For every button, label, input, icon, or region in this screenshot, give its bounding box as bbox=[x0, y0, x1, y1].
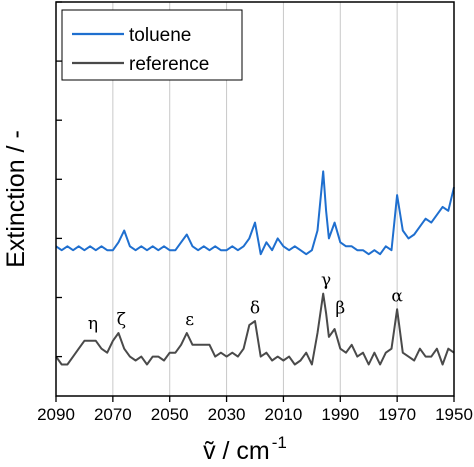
peak-label-4: γ bbox=[321, 271, 331, 291]
series-line-toluene bbox=[55, 170, 455, 256]
x-tick-label-2030: 2030 bbox=[208, 405, 246, 424]
legend-label-reference: reference bbox=[129, 54, 209, 75]
x-tick-label-2090: 2090 bbox=[37, 405, 75, 424]
x-axis-title: ṽ / cm -1 bbox=[203, 433, 287, 465]
x-tick-label-2010: 2010 bbox=[265, 405, 303, 424]
x-axis-title-sup: -1 bbox=[272, 433, 287, 452]
y-axis-title: Extinction / - bbox=[2, 130, 30, 268]
x-tick-label-2070: 2070 bbox=[94, 405, 132, 424]
series-layer bbox=[55, 170, 455, 366]
x-axis-ticks: 2090 2070 2050 2030 2010 1990 1970 1950 bbox=[37, 396, 473, 424]
legend-label-toluene: toluene bbox=[129, 25, 191, 46]
peak-label-5: β bbox=[335, 298, 345, 318]
peak-annotations: η ζ ε δ γβ α bbox=[88, 271, 404, 334]
x-tick-label-2050: 2050 bbox=[151, 405, 189, 424]
x-tick-label-1950: 1950 bbox=[435, 405, 473, 424]
series-line-reference bbox=[55, 292, 455, 366]
x-tick-label-1990: 1990 bbox=[321, 405, 359, 424]
peak-label-0: η bbox=[88, 314, 98, 334]
x-tick-label-1970: 1970 bbox=[378, 405, 416, 424]
peak-label-2: ε bbox=[185, 310, 194, 330]
peak-label-6: α bbox=[391, 286, 403, 306]
x-axis-title-main: ṽ / cm bbox=[203, 437, 270, 465]
plot-frame bbox=[55, 1, 455, 397]
peak-label-3: δ bbox=[250, 298, 260, 318]
peak-label-1: ζ bbox=[117, 310, 126, 330]
y-axis-ticks bbox=[56, 1, 62, 358]
legend: toluene reference bbox=[61, 9, 243, 81]
legend-box bbox=[61, 9, 243, 81]
